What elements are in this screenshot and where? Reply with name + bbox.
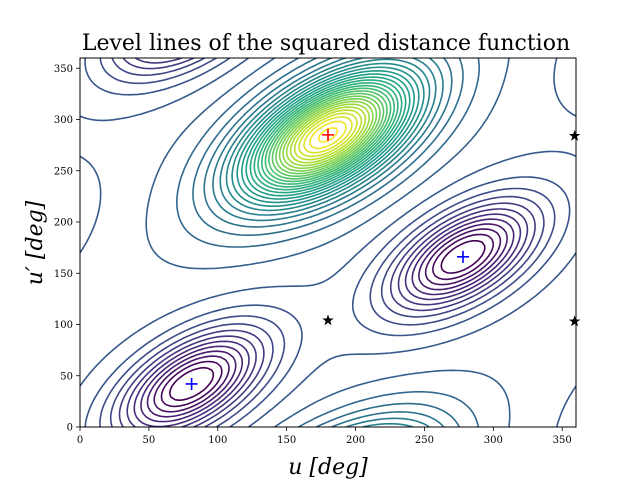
- contour-level-9: [99, 58, 556, 427]
- contour-level-10: [84, 58, 571, 427]
- saddles-marker: [322, 314, 334, 326]
- x-tick-label: 50: [143, 435, 156, 446]
- saddles-marker: [568, 315, 581, 327]
- contour-level-32: [282, 100, 374, 170]
- y-tick-label: 250: [54, 166, 73, 177]
- contour-level-20: [236, 66, 420, 204]
- contour-level-30: [275, 95, 381, 175]
- x-tick-label: 200: [346, 435, 365, 446]
- contour-level-26: [261, 84, 395, 185]
- minima-marker: [185, 377, 198, 390]
- y-tick-label: 150: [54, 269, 73, 280]
- contour-level-36: [298, 112, 358, 158]
- contour-level-4: [140, 218, 515, 423]
- contour-level-18: [225, 58, 431, 212]
- x-tick-label: 100: [208, 435, 227, 446]
- plot-frame: [79, 57, 577, 428]
- contour-level-29: [271, 92, 385, 177]
- x-axis: 0 50 100 150 200 250 300 350: [77, 427, 572, 446]
- contour-level-23: [249, 76, 407, 194]
- y-tick-label: 100: [54, 320, 73, 331]
- contour-level-31: [278, 98, 378, 172]
- saddles-marker: [568, 129, 581, 141]
- contour-level-35: [293, 109, 363, 161]
- contour-level-22: [245, 73, 411, 197]
- contour-level-5: [133, 213, 522, 427]
- x-tick-label: 250: [415, 435, 434, 446]
- contour-level-21: [241, 70, 415, 200]
- contour-level-7: [118, 58, 536, 427]
- contour-level-19: [231, 62, 425, 207]
- x-tick-label: 300: [484, 435, 503, 446]
- contour-level-38: [309, 120, 347, 150]
- contour-level-25: [257, 82, 399, 188]
- x-tick-label: 350: [553, 435, 572, 446]
- y-axis: 0 50 100 150 200 250 300 350: [54, 64, 80, 434]
- contour-level-33: [285, 103, 371, 167]
- contour-level-34: [289, 106, 367, 164]
- y-tick-label: 50: [60, 371, 73, 382]
- contour-lines: [80, 58, 576, 427]
- contour-level-8: [109, 58, 545, 427]
- contour-level-2: [153, 228, 502, 413]
- x-tick-label: 150: [277, 435, 296, 446]
- y-tick-label: 300: [54, 115, 73, 126]
- x-tick-label: 0: [77, 435, 83, 446]
- contour-level-6: [126, 58, 529, 427]
- contour-level-14: [192, 58, 464, 427]
- y-axis-label: u′ [deg]: [23, 200, 48, 285]
- y-tick-label: 0: [67, 423, 73, 434]
- chart-title: Level lines of the squared distance func…: [82, 31, 570, 56]
- markers: [185, 128, 581, 390]
- contour-level-1: [160, 233, 494, 408]
- minima-marker: [457, 250, 470, 263]
- contour-level-24: [253, 79, 403, 191]
- contour-level-28: [268, 90, 388, 180]
- contour-level-3: [146, 223, 508, 418]
- maximum-marker: [322, 128, 334, 141]
- contour-level-39: [317, 127, 339, 143]
- x-axis-label: u [deg]: [288, 455, 368, 480]
- contour-level-12: [145, 58, 511, 427]
- contour-level-0: [169, 239, 486, 401]
- contour-level-27: [264, 87, 392, 183]
- y-tick-label: 350: [54, 64, 73, 75]
- y-tick-label: 200: [54, 218, 73, 229]
- contour-level-37: [303, 116, 353, 154]
